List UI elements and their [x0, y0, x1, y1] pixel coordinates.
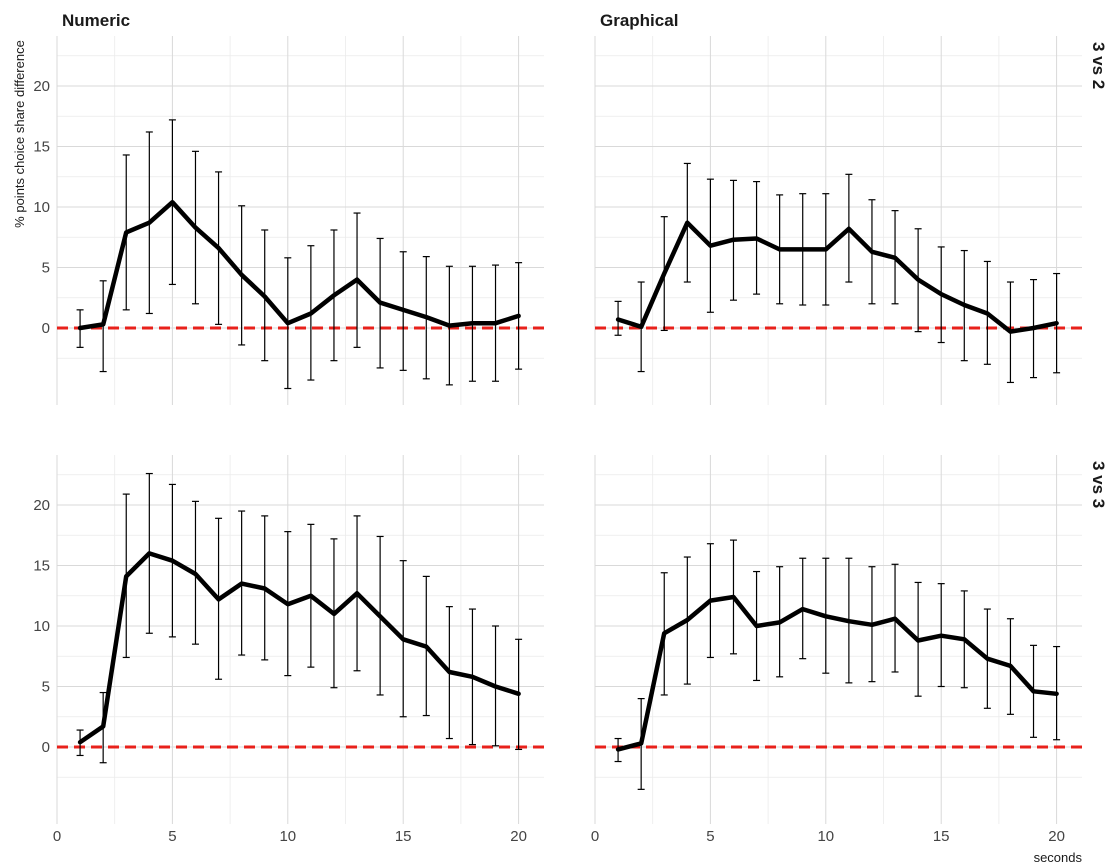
panel-graphical-3vs3-x-tick-label: 5 — [706, 828, 714, 845]
panel-numeric-3vs3-x-tick-label: 10 — [279, 828, 296, 845]
panel-numeric-3vs3-y-tick-label: 20 — [33, 497, 50, 514]
facet-title-3vs3: 3 vs 3 — [1089, 461, 1108, 508]
panel-numeric-3vs3-y-tick-label: 15 — [33, 558, 50, 575]
panel-numeric-3vs3-y-tick-label: 0 — [42, 739, 50, 756]
panel-graphical-3vs2-series-line — [615, 220, 1059, 334]
label-layer: Numeric Graphical 3 vs 2 3 vs 3 % points… — [12, 11, 1108, 865]
panel-numeric-3vs2-y-tick-label: 0 — [42, 320, 50, 337]
panel-graphical-3vs3-x-tick-label: 20 — [1048, 828, 1065, 845]
panel-numeric-3vs2-y-tick-label: 15 — [33, 139, 50, 156]
panel-numeric-3vs2-y-tick-label: 20 — [33, 78, 50, 95]
panel-graphical-3vs3-x-tick-label: 0 — [591, 828, 599, 845]
panel-graphical-3vs3-x-tick-label: 15 — [933, 828, 950, 845]
panel-numeric-3vs3-y-tick-label: 5 — [42, 679, 50, 696]
panel-graphical-3vs3-series-line — [615, 594, 1059, 752]
grid-layer — [56, 36, 1082, 824]
series-line-layer — [77, 199, 1059, 752]
panel-numeric-3vs3-x-tick-label: 15 — [395, 828, 412, 845]
facet-title-graphical: Graphical — [600, 11, 678, 30]
x-axis-label: seconds — [1034, 850, 1083, 865]
panel-numeric-3vs2-y-tick-label: 5 — [42, 260, 50, 277]
panel-numeric-3vs3-series-line — [77, 551, 521, 745]
panel-numeric-3vs3-x-tick-label: 5 — [168, 828, 176, 845]
panel-graphical-3vs3-x-tick-label: 10 — [817, 828, 834, 845]
panel-numeric-3vs3-x-tick-label: 20 — [510, 828, 527, 845]
y-axis-label: % points choice share difference — [12, 40, 27, 228]
panel-numeric-3vs2-series-line — [77, 199, 521, 331]
facet-title-numeric: Numeric — [62, 11, 130, 30]
panel-numeric-3vs3-x-tick-label: 0 — [53, 828, 61, 845]
facet-title-3vs2: 3 vs 2 — [1089, 42, 1108, 89]
panel-numeric-3vs3-y-tick-label: 10 — [33, 618, 50, 635]
error-bar-layer — [76, 119, 1061, 790]
reference-line-layer — [57, 326, 1082, 749]
panel-numeric-3vs2-y-tick-label: 10 — [33, 199, 50, 216]
